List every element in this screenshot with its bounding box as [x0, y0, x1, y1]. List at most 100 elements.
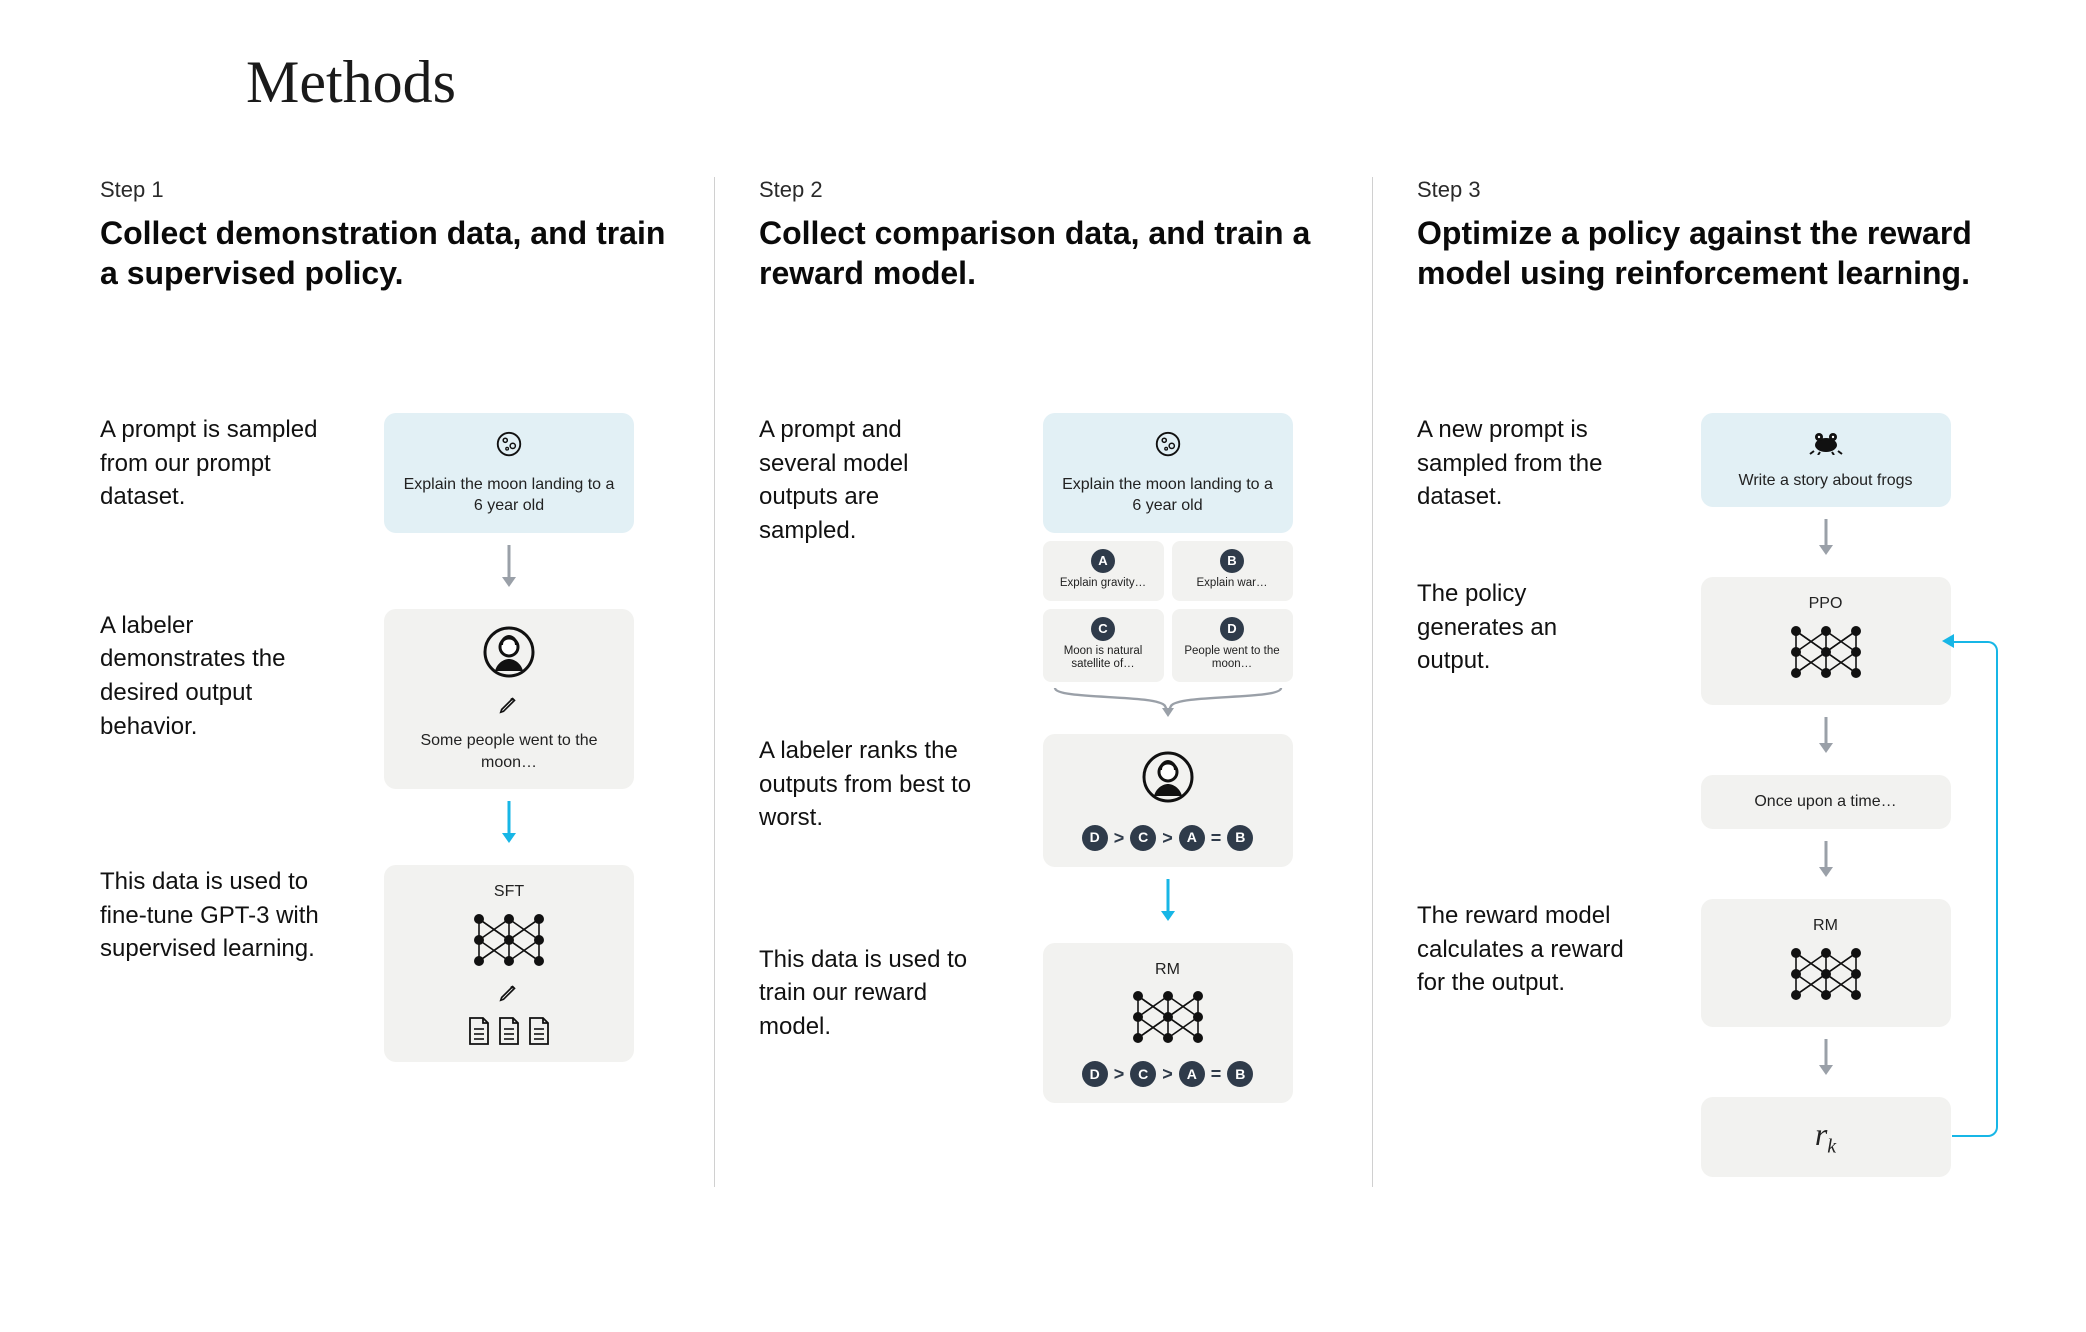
step-1-row-2: This data is used to fine-tune GPT-3 wit…: [100, 865, 670, 1062]
step-2-title: Collect comparison data, and train a rew…: [759, 213, 1328, 373]
step-3-row-1: The policy generates an output. PPO: [1417, 577, 1986, 765]
rank-badge: B: [1227, 825, 1253, 851]
rank-badge: A: [1179, 825, 1205, 851]
option-text: Explain war…: [1178, 577, 1287, 591]
step-3-row-3-desc: The reward model calculates a reward for…: [1417, 899, 1637, 1000]
reward-symbol: rk: [1815, 1116, 1836, 1152]
rank-badge: A: [1179, 1061, 1205, 1087]
ppo-card: PPO: [1701, 577, 1951, 705]
arrow-down-icon: [1815, 507, 1837, 567]
labeler-icon: [398, 625, 620, 686]
option-badge: A: [1091, 549, 1115, 573]
columns-container: Step 1 Collect demonstration data, and t…: [56, 177, 2030, 1187]
labeler-rank-card: D > C > A = B: [1043, 734, 1293, 867]
rank-badge: D: [1082, 825, 1108, 851]
frog-icon: [1715, 429, 1937, 462]
rank-op: =: [1211, 1062, 1222, 1086]
rank-badge: B: [1227, 1061, 1253, 1087]
prompt-text: Explain the moon landing to a 6 year old: [1057, 474, 1279, 517]
step-1-row-2-desc: This data is used to fine-tune GPT-3 wit…: [100, 865, 320, 966]
output-text: Once upon a time…: [1715, 791, 1937, 813]
moon-icon: [398, 429, 620, 466]
brace-icon: [1043, 684, 1293, 718]
rank-badge: C: [1130, 1061, 1156, 1087]
step-2-row-2-desc: This data is used to train our reward mo…: [759, 943, 979, 1044]
arrow-down-cyan-icon: [498, 789, 520, 855]
sft-label: SFT: [398, 881, 620, 903]
step-1-row-0: A prompt is sampled from our prompt data…: [100, 413, 670, 599]
option-text: Explain gravity…: [1049, 577, 1158, 591]
step-1-label: Step 1: [100, 177, 670, 203]
arrow-down-icon: [498, 533, 520, 599]
option-badge: D: [1220, 617, 1244, 641]
step-3-row-0: A new prompt is sampled from the dataset…: [1417, 413, 1986, 567]
arrow-down-cyan-icon: [1157, 867, 1179, 933]
network-icon: [1057, 986, 1279, 1055]
labeler-icon: [1057, 750, 1279, 811]
arrow-down-icon: [1815, 705, 1837, 765]
prompt-card: Write a story about frogs: [1701, 413, 1951, 507]
ppo-label: PPO: [1715, 593, 1937, 615]
prompt-text: Write a story about frogs: [1715, 470, 1937, 492]
step-1-row-1-desc: A labeler demonstrates the desired outpu…: [100, 609, 320, 743]
labeler-card: Some people went to the moon…: [384, 609, 634, 789]
step-3-row-3: The reward model calculates a reward for…: [1417, 899, 1986, 1087]
step-2-row-1: A labeler ranks the outputs from best to…: [759, 734, 1328, 933]
network-icon: [398, 909, 620, 978]
network-icon: [1715, 943, 1937, 1012]
step-1-row-1: A labeler demonstrates the desired outpu…: [100, 609, 670, 855]
rank-op: >: [1162, 1062, 1173, 1086]
step-2-label: Step 2: [759, 177, 1328, 203]
arrow-down-icon: [1815, 1027, 1837, 1087]
arrow-down-icon: [1815, 829, 1837, 889]
step-3-title: Optimize a policy against the reward mod…: [1417, 213, 1986, 373]
prompt-card: Explain the moon landing to a 6 year old: [384, 413, 634, 533]
step-2-column: Step 2 Collect comparison data, and trai…: [714, 177, 1372, 1187]
pencil-icon: [398, 693, 620, 722]
option-badge: C: [1091, 617, 1115, 641]
sft-card: SFT: [384, 865, 634, 1062]
ranking: D > C > A = B: [1082, 1061, 1254, 1087]
rank-badge: D: [1082, 1061, 1108, 1087]
prompt-text: Explain the moon landing to a 6 year old: [398, 474, 620, 517]
option-text: Moon is natural satellite of…: [1049, 645, 1158, 673]
feedback-arrowhead-icon: [1942, 634, 1954, 648]
option-c: C Moon is natural satellite of…: [1043, 609, 1164, 683]
step-2-row-0-desc: A prompt and several model outputs are s…: [759, 413, 979, 547]
prompt-card: Explain the moon landing to a 6 year old: [1043, 413, 1293, 533]
step-1-title: Collect demonstration data, and train a …: [100, 213, 670, 373]
options-grid: A Explain gravity… B Explain war… C Moon is…: [1043, 541, 1293, 682]
rank-op: =: [1211, 826, 1222, 850]
rm-card: RM D: [1043, 943, 1293, 1103]
option-a: A Explain gravity…: [1043, 541, 1164, 601]
step-1-row-0-desc: A prompt is sampled from our prompt data…: [100, 413, 320, 514]
option-text: People went to the moon…: [1178, 645, 1287, 673]
step-3-row-2: Once upon a time…: [1417, 775, 1986, 889]
option-d: D People went to the moon…: [1172, 609, 1293, 683]
network-icon: [1715, 621, 1937, 690]
rank-badge: C: [1130, 825, 1156, 851]
reward-card: rk: [1701, 1097, 1951, 1176]
step-3-row-1-desc: The policy generates an output.: [1417, 577, 1637, 678]
step-2-row-1-desc: A labeler ranks the outputs from best to…: [759, 734, 979, 835]
rm-label: RM: [1715, 915, 1937, 937]
option-b: B Explain war…: [1172, 541, 1293, 601]
option-badge: B: [1220, 549, 1244, 573]
page-title: Methods: [246, 48, 2030, 117]
ranking: D > C > A = B: [1082, 825, 1254, 851]
step-3-row-4: rk: [1417, 1097, 1986, 1176]
step-2-row-2: This data is used to train our reward mo…: [759, 943, 1328, 1103]
pencil-icon: [398, 981, 620, 1010]
rank-op: >: [1162, 826, 1173, 850]
step-3-row-0-desc: A new prompt is sampled from the dataset…: [1417, 413, 1637, 514]
documents-icon: [398, 1016, 620, 1046]
output-text-card: Once upon a time…: [1701, 775, 1951, 829]
moon-icon: [1057, 429, 1279, 466]
rm-card: RM: [1701, 899, 1951, 1027]
rm-label: RM: [1057, 959, 1279, 981]
step-2-row-0: A prompt and several model outputs are s…: [759, 413, 1328, 724]
step-3-column: Step 3 Optimize a policy against the rew…: [1372, 177, 2030, 1187]
labeler-output-text: Some people went to the moon…: [398, 730, 620, 773]
step-1-column: Step 1 Collect demonstration data, and t…: [56, 177, 714, 1187]
rank-op: >: [1114, 826, 1125, 850]
